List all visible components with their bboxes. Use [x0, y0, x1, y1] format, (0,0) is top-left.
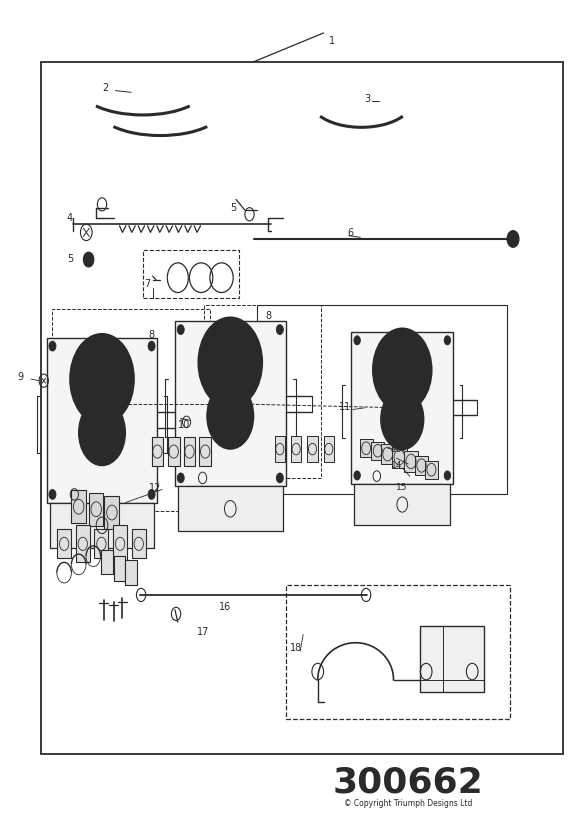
Bar: [132, 529, 146, 559]
Text: 15: 15: [396, 484, 408, 492]
Text: 2: 2: [102, 83, 108, 93]
Circle shape: [213, 331, 219, 339]
Bar: [352, 332, 453, 484]
Text: 300662: 300662: [333, 765, 483, 800]
Bar: [381, 444, 395, 464]
Circle shape: [49, 489, 56, 499]
Text: 8: 8: [265, 311, 272, 321]
Circle shape: [373, 328, 432, 412]
Bar: [168, 437, 180, 466]
Bar: [125, 560, 137, 585]
Bar: [371, 442, 384, 460]
Text: 7: 7: [145, 279, 151, 289]
Text: 14: 14: [391, 461, 402, 470]
Bar: [199, 437, 211, 466]
Circle shape: [70, 334, 134, 424]
Circle shape: [413, 341, 419, 349]
Circle shape: [381, 389, 424, 450]
Circle shape: [177, 325, 184, 335]
Bar: [76, 526, 90, 562]
Text: 13: 13: [391, 445, 402, 453]
Text: 10: 10: [178, 420, 190, 430]
Circle shape: [83, 252, 94, 267]
Bar: [114, 556, 125, 581]
Text: 1: 1: [329, 36, 336, 46]
Text: 12: 12: [149, 483, 161, 493]
Bar: [307, 436, 318, 462]
Circle shape: [444, 471, 451, 480]
Text: © Copyright Triumph Designs Ltd: © Copyright Triumph Designs Ltd: [344, 799, 472, 808]
Bar: [143, 250, 239, 298]
Bar: [57, 529, 71, 559]
Text: 9: 9: [17, 372, 24, 382]
Bar: [152, 437, 163, 466]
Bar: [94, 529, 108, 559]
Circle shape: [276, 325, 283, 335]
Bar: [104, 496, 119, 529]
Bar: [71, 490, 86, 523]
Circle shape: [207, 383, 254, 449]
Bar: [113, 526, 127, 562]
Circle shape: [354, 335, 360, 345]
Circle shape: [444, 335, 451, 345]
Bar: [89, 493, 103, 526]
Circle shape: [386, 341, 392, 349]
Circle shape: [89, 414, 115, 451]
Text: 18: 18: [290, 644, 302, 653]
Text: 3: 3: [364, 94, 371, 104]
Bar: [175, 321, 286, 486]
Bar: [204, 305, 321, 478]
Circle shape: [217, 398, 243, 434]
Bar: [41, 62, 563, 754]
Bar: [50, 503, 154, 548]
Text: 5: 5: [230, 203, 237, 213]
Circle shape: [391, 403, 414, 436]
Circle shape: [354, 471, 360, 480]
Bar: [420, 626, 484, 692]
Text: 17: 17: [197, 627, 209, 637]
Bar: [354, 484, 450, 526]
Bar: [52, 309, 210, 511]
Bar: [286, 585, 510, 719]
Circle shape: [177, 473, 184, 483]
Bar: [403, 452, 419, 471]
Text: 16: 16: [219, 602, 231, 612]
Text: 8: 8: [149, 330, 155, 339]
Bar: [291, 436, 301, 462]
Bar: [178, 486, 283, 531]
Text: 5: 5: [67, 254, 73, 264]
Bar: [184, 437, 195, 466]
Circle shape: [79, 400, 125, 466]
Circle shape: [242, 331, 248, 339]
Bar: [425, 461, 438, 479]
Text: 4: 4: [67, 213, 73, 223]
Bar: [392, 447, 407, 468]
Circle shape: [148, 489, 155, 499]
Bar: [324, 436, 334, 462]
Circle shape: [276, 473, 283, 483]
Bar: [415, 456, 428, 475]
Circle shape: [85, 348, 90, 356]
Circle shape: [114, 348, 120, 356]
Bar: [360, 439, 373, 457]
Circle shape: [507, 231, 519, 247]
Text: 6: 6: [347, 228, 353, 238]
Circle shape: [198, 317, 262, 408]
Bar: [47, 338, 157, 503]
Text: 11: 11: [339, 402, 352, 412]
Bar: [101, 550, 113, 574]
Circle shape: [148, 341, 155, 351]
Circle shape: [49, 341, 56, 351]
Bar: [275, 436, 285, 462]
